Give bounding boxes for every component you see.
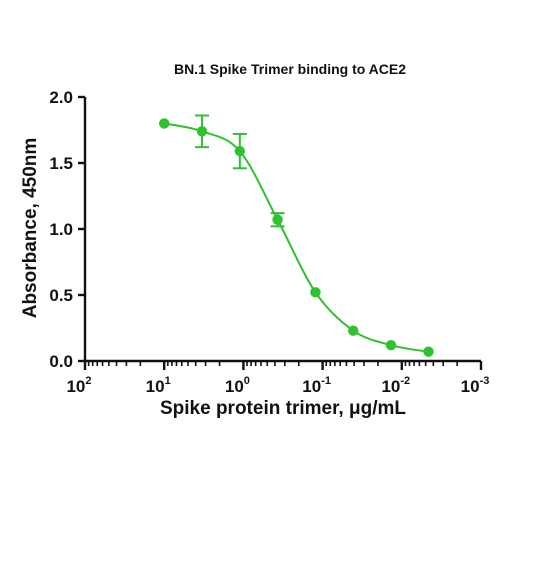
data-point (423, 346, 434, 357)
fitted-curve-layer (163, 122, 429, 353)
x-tick-label: 102 (66, 375, 91, 396)
y-tick-label: 2.0 (49, 88, 73, 107)
x-tick-label: 10-3 (461, 375, 490, 396)
data-point (159, 118, 170, 129)
data-point (310, 287, 321, 298)
y-tick-label: 1.5 (49, 154, 73, 173)
data-point (234, 145, 246, 157)
fitted-curve-line (163, 122, 429, 353)
y-tick-label: 1.0 (49, 220, 73, 239)
x-tick-label: 10-1 (302, 375, 331, 396)
data-marks (159, 114, 434, 357)
data-point (272, 214, 283, 225)
x-tick-label: 101 (146, 375, 171, 396)
y-tick-label: 0.0 (49, 352, 73, 371)
data-point (348, 325, 359, 336)
x-tick-label: 10-2 (381, 375, 410, 396)
y-axis-label: Absorbance, 450nm (20, 138, 41, 319)
x-axis-label: Spike protein trimer, μg/mL (160, 398, 406, 419)
x-tick-label: 100 (225, 375, 250, 396)
chart-title: BN.1 Spike Trimer binding to ACE2 (174, 61, 406, 77)
data-point (385, 339, 397, 351)
axes: 0.0 0.5 1.0 1.5 2.0 102 101 100 10-1 10-2 10-3 (49, 88, 489, 396)
data-point (196, 126, 208, 137)
y-tick-label: 0.5 (49, 286, 73, 305)
